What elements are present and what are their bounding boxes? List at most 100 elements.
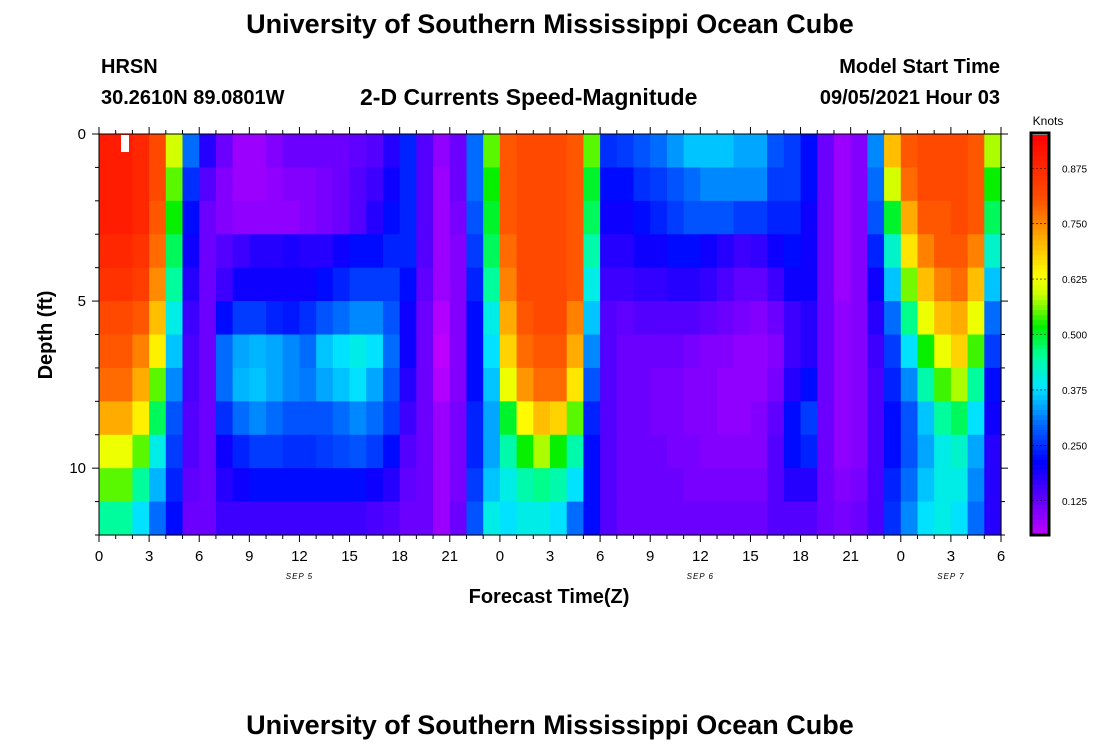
heatmap-cell — [433, 434, 451, 469]
heatmap-cell — [884, 134, 902, 169]
heatmap-cell — [416, 401, 434, 436]
heatmap-cell — [382, 468, 401, 503]
heatmap-cell — [516, 468, 534, 503]
heatmap-cell — [99, 267, 117, 302]
colorbar-swatch — [1032, 339, 1048, 346]
heatmap-cell — [884, 468, 902, 503]
heatmap-cell — [884, 234, 902, 269]
heatmap-cell — [616, 200, 635, 235]
heatmap-cell — [516, 434, 534, 469]
heatmap-cell — [416, 200, 434, 235]
colorbar-swatch — [1032, 274, 1048, 281]
heatmap-cell — [917, 434, 935, 469]
heatmap-cell — [683, 301, 701, 336]
heatmap-cell — [266, 234, 284, 269]
heatmap-cell — [850, 200, 868, 235]
heatmap-cell — [967, 434, 985, 469]
heatmap-cell — [266, 401, 284, 436]
heatmap-cell — [566, 401, 584, 436]
heatmap-cell — [833, 367, 852, 402]
heatmap-cell — [282, 501, 301, 536]
heatmap-cell — [132, 167, 150, 202]
heatmap-cell — [399, 234, 417, 269]
heatmap-cell — [466, 367, 484, 402]
heatmap-cell — [833, 501, 852, 536]
heatmap-cell — [616, 401, 635, 436]
colorbar-swatch — [1032, 284, 1048, 291]
heatmap-cell — [232, 301, 250, 336]
heatmap-cell — [399, 401, 417, 436]
heatmap-cell — [466, 401, 484, 436]
heatmap-cell — [767, 334, 785, 369]
heatmap-cell — [683, 434, 701, 469]
heatmap-cell — [900, 468, 919, 503]
heatmap-cell — [215, 301, 234, 336]
heatmap-cell — [115, 234, 133, 269]
heatmap-cell — [483, 334, 501, 369]
colorbar-swatch — [1032, 359, 1048, 366]
heatmap-cell — [683, 334, 701, 369]
heatmap-cell — [800, 401, 818, 436]
heatmap-cell — [700, 301, 718, 336]
heatmap-cell — [366, 468, 384, 503]
heatmap-cell — [499, 434, 518, 469]
heatmap-cell — [433, 301, 451, 336]
heatmap-cell — [950, 401, 969, 436]
heatmap-cell — [466, 501, 484, 536]
heatmap-cell — [282, 401, 301, 436]
x-axis-label: Forecast Time(Z) — [469, 586, 630, 608]
heatmap-cell — [483, 468, 501, 503]
heatmap-cell — [149, 167, 167, 202]
heatmap-cell — [449, 334, 468, 369]
heatmap-cell — [733, 501, 752, 536]
x-tick-label: 0 — [95, 548, 103, 565]
surface-marker — [121, 135, 129, 152]
heatmap-cell — [149, 200, 167, 235]
heatmap-cell — [483, 134, 501, 169]
heatmap-cell — [850, 267, 868, 302]
heatmap-cell — [299, 367, 317, 402]
colorbar-swatch — [1032, 514, 1048, 520]
heatmap-cell — [633, 334, 651, 369]
y-axis-label: Depth (ft) — [35, 291, 57, 380]
heatmap-cell — [550, 234, 568, 269]
heatmap-cell — [700, 434, 718, 469]
heatmap-cell — [817, 200, 835, 235]
heatmap-cell — [99, 468, 117, 503]
heatmap-cell — [466, 301, 484, 336]
heatmap-cell — [650, 334, 668, 369]
heatmap-cell — [616, 334, 635, 369]
heatmap-cell — [650, 234, 668, 269]
heatmap-cell — [249, 134, 267, 169]
colorbar-swatch — [1032, 289, 1048, 296]
heatmap-cell — [934, 267, 952, 302]
heatmap-cell — [416, 134, 434, 169]
heatmap-cell — [934, 434, 952, 469]
heatmap-cell — [900, 334, 919, 369]
colorbar-swatch — [1032, 319, 1048, 326]
colorbar-swatch — [1032, 324, 1048, 331]
heatmap-cell — [984, 200, 1002, 235]
heatmap-cell — [115, 367, 133, 402]
heatmap-cell — [666, 234, 685, 269]
heatmap-cell — [299, 468, 317, 503]
heatmap-cell — [499, 501, 518, 536]
heatmap-cell — [399, 267, 417, 302]
heatmap-cell — [884, 200, 902, 235]
heatmap-cell — [299, 267, 317, 302]
heatmap-cell — [700, 267, 718, 302]
heatmap-cell — [917, 367, 935, 402]
heatmap-cell — [600, 468, 618, 503]
x-tick-label: 18 — [391, 548, 408, 565]
heatmap-cell — [199, 468, 217, 503]
heatmap-cell — [182, 367, 200, 402]
heatmap-cell — [449, 301, 468, 336]
colorbar-swatch — [1032, 404, 1048, 410]
heatmap-cell — [550, 200, 568, 235]
heatmap-cell — [683, 200, 701, 235]
colorbar-swatch — [1032, 139, 1048, 146]
heatmap-cell — [249, 434, 267, 469]
heatmap-cell — [767, 401, 785, 436]
heatmap-cell — [884, 334, 902, 369]
heatmap-cell — [366, 200, 384, 235]
